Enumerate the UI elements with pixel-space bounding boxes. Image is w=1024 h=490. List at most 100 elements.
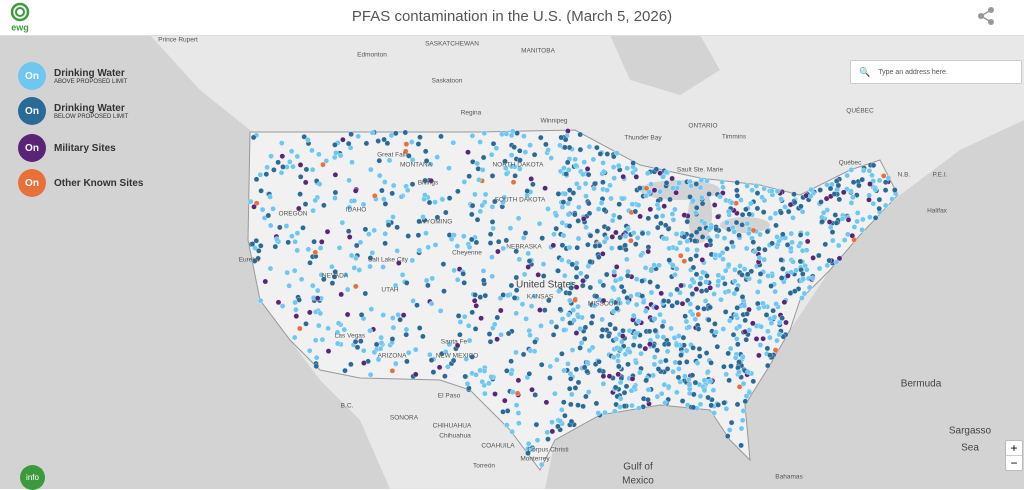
site-marker [622,233,629,239]
site-marker [780,266,786,272]
site-marker [672,206,678,213]
site-marker [409,181,416,187]
site-marker [624,165,630,171]
map-label: P.E.I. [932,172,947,179]
map[interactable]: Prince Rupert SASKATCHEWAN MANITOBA Edmonto… [0,35,1024,489]
site-marker [331,274,338,280]
site-marker [566,244,573,251]
site-marker [613,401,619,408]
site-marker [257,297,264,304]
site-marker [475,166,481,172]
site-marker [655,224,661,231]
site-marker [756,278,763,285]
site-marker [727,345,734,352]
site-marker [740,380,747,387]
map-label: B.C. [341,403,354,410]
site-marker [317,310,324,317]
site-marker [334,329,341,336]
site-marker [734,286,740,293]
site-marker [412,371,419,378]
share-button[interactable] [976,6,996,26]
site-marker [464,380,471,387]
site-marker [736,323,743,330]
site-marker [759,194,765,201]
toggle[interactable]: On [18,134,46,162]
site-marker [800,276,806,282]
zoom-in[interactable]: + [1006,441,1022,456]
site-marker [351,198,358,204]
site-marker [293,313,300,319]
site-marker [481,130,488,136]
map-label: NORTH DAKOTA [492,162,544,169]
logo[interactable]: ewg [6,0,46,35]
legend-item[interactable]: On Drinking Water ABOVE PROPOSED LIMIT [18,62,127,90]
site-marker [615,296,622,303]
site-marker [487,231,494,237]
site-marker [270,206,276,212]
site-marker [511,295,518,301]
legend-label: Drinking Water [54,102,125,114]
site-marker [677,240,683,246]
legend-item[interactable]: On Drinking Water BELOW PROPOSED LIMIT [18,97,128,125]
site-marker [836,196,843,203]
site-marker [804,266,810,273]
site-marker [571,317,577,324]
site-marker [428,300,435,307]
site-marker [420,333,426,340]
site-marker [698,288,705,294]
site-marker [556,288,562,294]
site-marker [644,170,651,177]
site-marker [488,374,495,380]
legend-item[interactable]: On Military Sites [18,134,116,162]
site-marker [515,377,522,384]
site-marker [612,277,619,284]
toggle[interactable]: On [18,169,46,197]
site-marker [301,134,307,140]
site-marker [275,159,281,166]
site-marker [833,259,840,265]
site-marker [559,316,566,322]
info-button[interactable]: info [20,465,45,490]
site-marker [565,128,571,134]
site-marker [585,171,592,178]
site-marker [434,154,440,160]
site-marker [804,230,811,237]
site-marker [503,131,510,137]
site-marker [561,367,567,374]
site-marker [690,404,697,411]
site-marker [676,180,682,186]
site-marker [708,360,714,366]
site-marker [567,196,573,202]
site-marker [480,277,487,284]
map-label: COAHUILA [481,443,515,450]
site-marker [290,163,296,170]
site-marker [574,244,580,251]
site-marker [646,189,653,195]
search-box[interactable]: 🔍 Type an address here. [850,60,1022,84]
map-label: SASKATCHEWAN [425,41,479,48]
site-marker [559,257,565,263]
site-marker [291,334,298,341]
site-marker [712,321,718,327]
toggle[interactable]: On [18,62,46,90]
map-label: Winnipeg [540,118,567,125]
site-marker [772,347,779,353]
site-marker [764,345,771,352]
site-marker [715,278,722,284]
zoom-out[interactable]: − [1010,456,1018,470]
site-marker [258,188,264,194]
site-marker [507,225,514,231]
legend-item[interactable]: On Other Known Sites [18,169,143,197]
site-marker [622,242,628,249]
site-marker [616,214,623,221]
site-marker [738,442,744,449]
site-marker [562,272,568,279]
toggle[interactable]: On [18,97,46,125]
map-label: OREGON [279,211,308,218]
site-marker [454,342,461,349]
site-marker [610,284,616,291]
site-marker [515,215,522,222]
site-marker [492,198,498,205]
site-marker [645,248,651,255]
site-marker [575,235,582,242]
